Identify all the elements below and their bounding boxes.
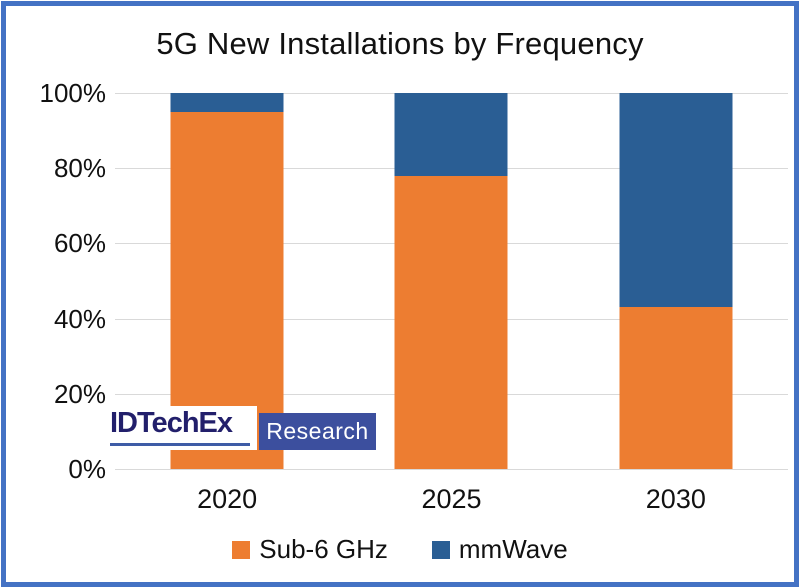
chart-title: 5G New Installations by Frequency (156, 26, 644, 61)
gridline (115, 469, 788, 470)
bar-segment-mmwave (170, 93, 284, 112)
x-tick-label-2020: 2020 (197, 484, 258, 514)
y-tick-label: 60% (53, 228, 106, 259)
x-tick-label-2030: 2030 (645, 484, 706, 514)
bar-segment-sub-6-ghz (619, 307, 733, 469)
logo-underline (110, 443, 250, 446)
legend-swatch (232, 540, 251, 559)
legend-item-sub-6-ghz: Sub-6 GHz (232, 534, 388, 565)
y-tick-label: 100% (39, 78, 107, 108)
legend-label: Sub-6 GHz (259, 534, 388, 564)
bar-segment-mmwave (394, 93, 508, 176)
y-tick-label: 20% (53, 378, 106, 409)
bar-2030 (619, 93, 733, 469)
bar-segment-sub-6-ghz (394, 175, 508, 469)
legend: Sub-6 GHz mmWave (6, 534, 794, 565)
logo-suffix-text: Research (266, 418, 369, 444)
logo-brand-box: IDTechEx (106, 406, 257, 450)
bar-slot-2030 (564, 93, 788, 469)
bar-slot-2025 (339, 93, 563, 469)
y-tick-label: 40% (53, 303, 106, 334)
plot-area (115, 93, 788, 470)
bars-container (115, 93, 788, 469)
bar-2025 (394, 93, 508, 469)
logo-brand-text: IDTechEx (110, 407, 233, 439)
logo-suffix-box: Research (259, 413, 376, 450)
x-axis-labels: 2020 2025 2030 (115, 484, 788, 515)
x-tick-label-2025: 2025 (421, 484, 482, 514)
legend-item-mmwave: mmWave (431, 534, 568, 565)
bar-segment-mmwave (619, 93, 733, 308)
legend-swatch (431, 540, 450, 559)
legend-label: mmWave (458, 534, 568, 564)
y-tick-label: 80% (53, 153, 106, 184)
y-tick-label: 0% (68, 454, 106, 484)
y-axis-labels: 0% 20% 40% 60% 80% 100% (14, 80, 107, 482)
